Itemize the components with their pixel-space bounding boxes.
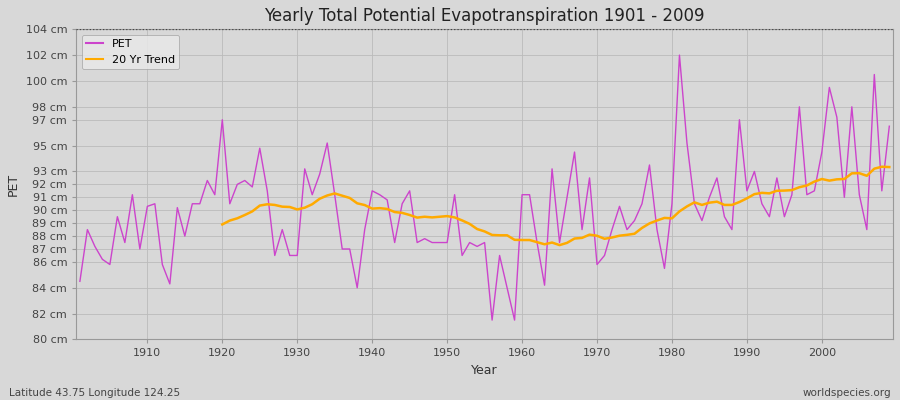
Text: Latitude 43.75 Longitude 124.25: Latitude 43.75 Longitude 124.25 — [9, 388, 180, 398]
X-axis label: Year: Year — [472, 364, 498, 377]
Y-axis label: PET: PET — [7, 173, 20, 196]
Text: worldspecies.org: worldspecies.org — [803, 388, 891, 398]
Legend: PET, 20 Yr Trend: PET, 20 Yr Trend — [82, 35, 179, 69]
Title: Yearly Total Potential Evapotranspiration 1901 - 2009: Yearly Total Potential Evapotranspiratio… — [265, 7, 705, 25]
